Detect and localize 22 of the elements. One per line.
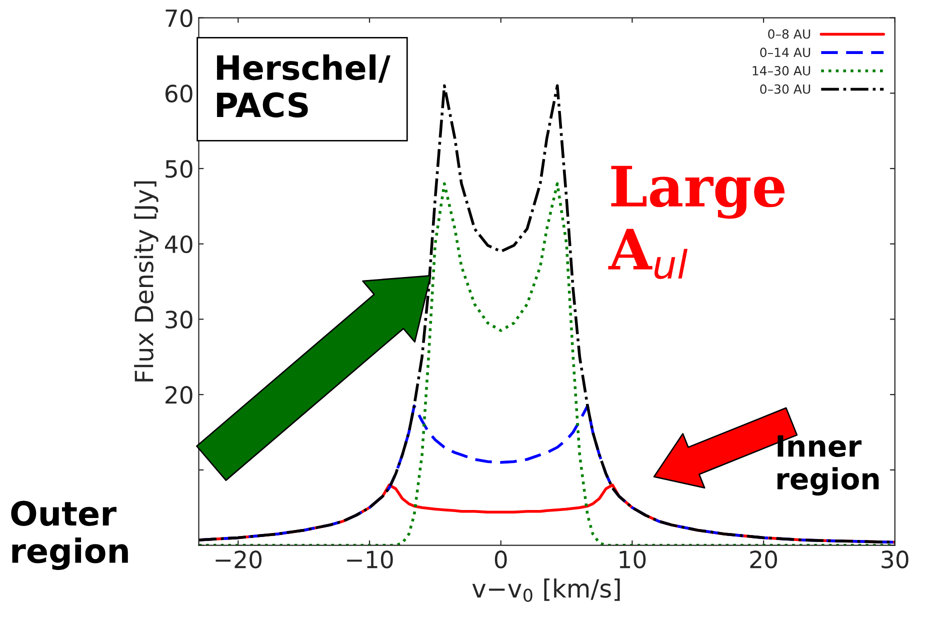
y-tick-label: 20 xyxy=(166,386,192,404)
x-tick-label: 0 xyxy=(494,550,507,568)
x-axis-title: v−v$_{0}$ [km/s] xyxy=(472,578,620,602)
annotation: Inner region xyxy=(778,435,879,496)
x-tick-label: 10 xyxy=(620,550,646,568)
y-tick-label: 40 xyxy=(165,235,192,254)
text: Outer region xyxy=(11,500,128,570)
y-tick-label: 50 xyxy=(166,160,192,178)
y-tick-label: 30 xyxy=(166,310,192,329)
y-axis-title: Flux Density [Jy] xyxy=(134,181,158,382)
y-tick-label: 60 xyxy=(166,84,192,102)
legend-label: 0–14 AU xyxy=(760,48,810,58)
legend-label: 0–8 AU xyxy=(768,29,810,39)
x-tick-label: 20 xyxy=(750,550,777,568)
legend-label: 0–30 AU xyxy=(760,84,810,94)
annotation: Large A$_{ul}$ xyxy=(608,166,785,279)
x-tick-label: 30 xyxy=(882,550,908,568)
annotation: Herschel/ PACS xyxy=(217,54,390,118)
x-tick-label: −20 xyxy=(216,550,262,568)
x-tick-label: −10 xyxy=(347,550,393,568)
legend-label: 14–30 AU xyxy=(752,66,810,76)
y-tick-label: 70 xyxy=(166,9,192,28)
